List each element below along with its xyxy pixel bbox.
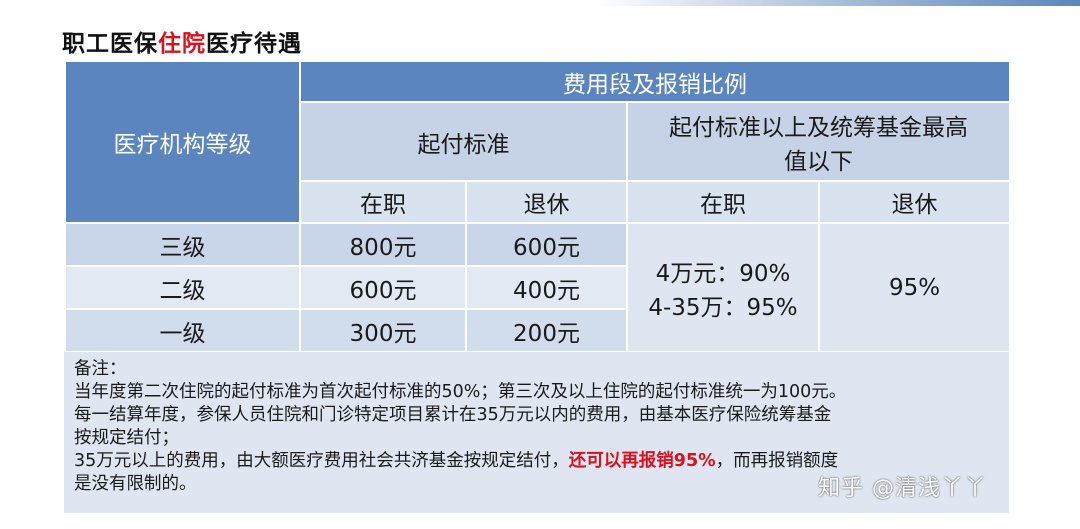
header-above-line2: 值以下 <box>784 148 853 175</box>
above-employed-line1: 4万元：90% <box>655 260 791 287</box>
sub-header-retired: 退休 <box>465 180 628 224</box>
header-facility-level: 医疗机构等级 <box>64 60 301 224</box>
above-employed-value: 4万元：90% 4-35万：95% <box>626 222 820 353</box>
notes-line4-prefix: 35万元以上的费用，由大额医疗费用社会共济基金按规定结付， <box>74 451 569 471</box>
title-prefix: 职工医保 <box>62 31 158 57</box>
header-above-standard: 起付标准以上及统筹基金最高 值以下 <box>626 101 1011 182</box>
row-level: 二级 <box>64 265 301 310</box>
table-row: 三级 800元 600元 4万元：90% 4-35万：95% 95% <box>64 222 1011 353</box>
start-retired-value: 600元 <box>465 222 628 267</box>
notes-line4-suffix: ，而再报销额度 <box>715 451 839 471</box>
top-accent-bar <box>0 0 1080 6</box>
title-highlight: 住院 <box>158 31 206 57</box>
table-row: 一级 300元 200元 <box>64 308 1010 353</box>
start-employed-value: 300元 <box>299 308 467 353</box>
start-retired-value: 200元 <box>465 308 628 353</box>
watermark: 知乎 @清浅丫丫 <box>818 476 987 501</box>
above-employed-line2: 4-35万：95% <box>648 294 798 321</box>
notes-line: 按规定结付； <box>74 428 179 448</box>
notes-label: 备注： <box>74 359 127 379</box>
treatment-table: 医疗机构等级 费用段及报销比例 起付标准 起付标准以上及统筹基金最高 值以下 在… <box>64 60 1011 353</box>
header-above-line1: 起付标准以上及统筹基金最高 <box>669 114 968 141</box>
above-retired-value: 95% <box>818 222 1011 353</box>
row-level: 三级 <box>64 222 301 267</box>
notes-line: 当年度第二次住院的起付标准为首次起付标准的50%；第三次及以上住院的起付标准统一… <box>74 382 847 402</box>
sub-header-employed: 在职 <box>299 180 467 224</box>
notes-line: 35万元以上的费用，由大额医疗费用社会共济基金按规定结付，还可以再报销95%，而… <box>74 450 999 473</box>
start-employed-value: 800元 <box>299 222 467 267</box>
notes-red-highlight: 还可以再报销95% <box>568 451 716 471</box>
notes-box: 备注： 当年度第二次住院的起付标准为首次起付标准的50%；第三次及以上住院的起付… <box>64 352 1009 513</box>
page-title: 职工医保住院医疗待遇 <box>62 24 302 58</box>
notes-line: 每一结算年度，参保人员住院和门诊特定项目累计在35万元以内的费用，由基本医疗保险… <box>74 405 832 425</box>
sub-header-retired: 退休 <box>818 180 1011 224</box>
start-retired-value: 400元 <box>465 265 628 310</box>
start-employed-value: 600元 <box>299 265 467 310</box>
header-cost-segment: 费用段及报销比例 <box>299 60 1011 103</box>
title-suffix: 医疗待遇 <box>206 31 302 57</box>
sub-header-employed: 在职 <box>626 180 820 224</box>
header-start-standard: 起付标准 <box>299 101 628 182</box>
notes-line: 是没有限制的。 <box>74 474 197 494</box>
row-level: 一级 <box>64 308 301 353</box>
